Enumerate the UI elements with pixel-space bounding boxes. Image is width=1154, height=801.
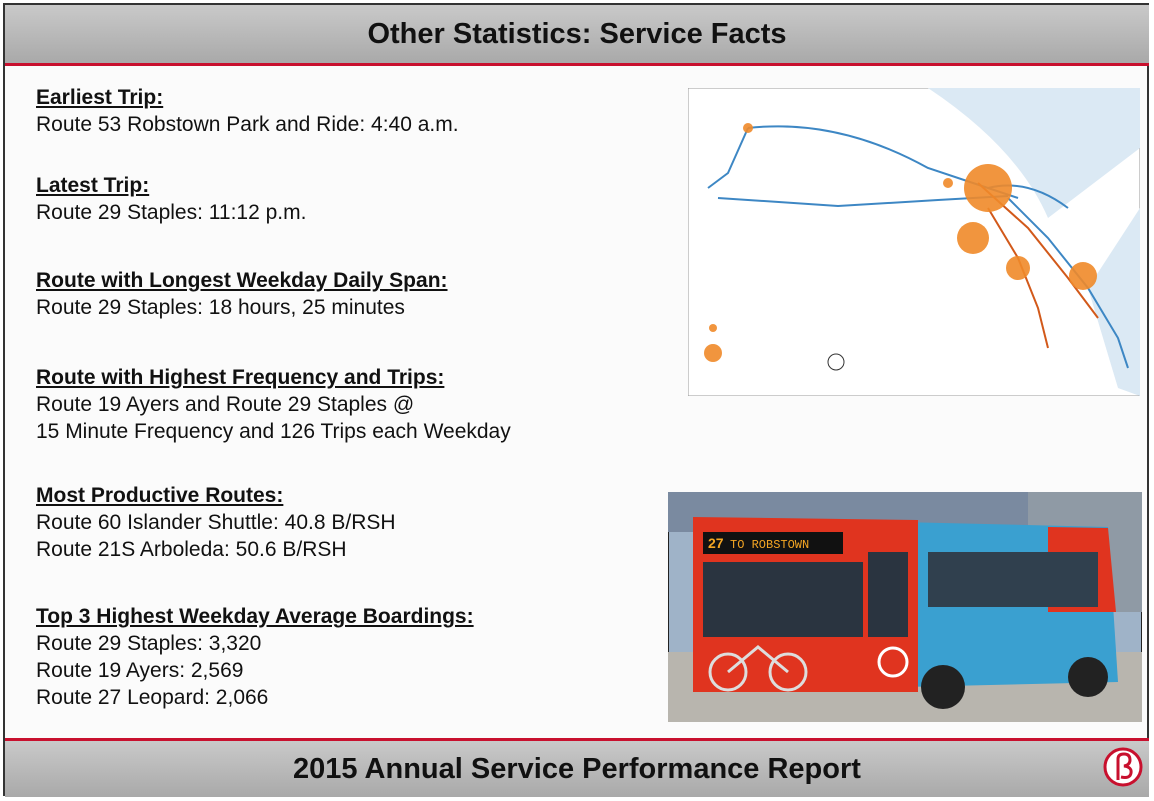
sign-text: TO ROBSTOWN bbox=[730, 538, 809, 552]
section-line: Route 27 Leopard: 2,066 bbox=[36, 686, 269, 709]
section-heading: Top 3 Highest Weekday Average Boardings: bbox=[36, 605, 474, 628]
section-heading: Route with Highest Frequency and Trips: bbox=[36, 366, 445, 389]
section-line: Route 19 Ayers: 2,569 bbox=[36, 659, 244, 682]
section-heading: Route with Longest Weekday Daily Span: bbox=[36, 269, 448, 292]
section-line: Route 29 Staples: 11:12 p.m. bbox=[36, 201, 307, 224]
header-title: Other Statistics: Service Facts bbox=[5, 5, 1149, 66]
sign-route: 27 bbox=[708, 535, 724, 551]
route-map bbox=[688, 88, 1140, 396]
section-heading: Earliest Trip: bbox=[36, 86, 164, 109]
section-heading: Latest Trip: bbox=[36, 174, 150, 197]
bus-photo: 27 TO ROBSTOWN bbox=[668, 492, 1142, 722]
section-heading: Most Productive Routes: bbox=[36, 484, 284, 507]
section-line: Route 29 Staples: 18 hours, 25 minutes bbox=[36, 296, 405, 319]
section-line: Route 19 Ayers and Route 29 Staples @ bbox=[36, 393, 415, 416]
section-line: 15 Minute Frequency and 126 Trips each W… bbox=[36, 420, 511, 443]
section-line: Route 60 Islander Shuttle: 40.8 B/RSH bbox=[36, 511, 396, 534]
logo bbox=[1103, 747, 1143, 787]
footer-title: 2015 Annual Service Performance Report bbox=[5, 738, 1149, 797]
section-line: Route 53 Robstown Park and Ride: 4:40 a.… bbox=[36, 113, 459, 136]
section-line: Route 21S Arboleda: 50.6 B/RSH bbox=[36, 538, 347, 561]
section-line: Route 29 Staples: 3,320 bbox=[36, 632, 262, 655]
